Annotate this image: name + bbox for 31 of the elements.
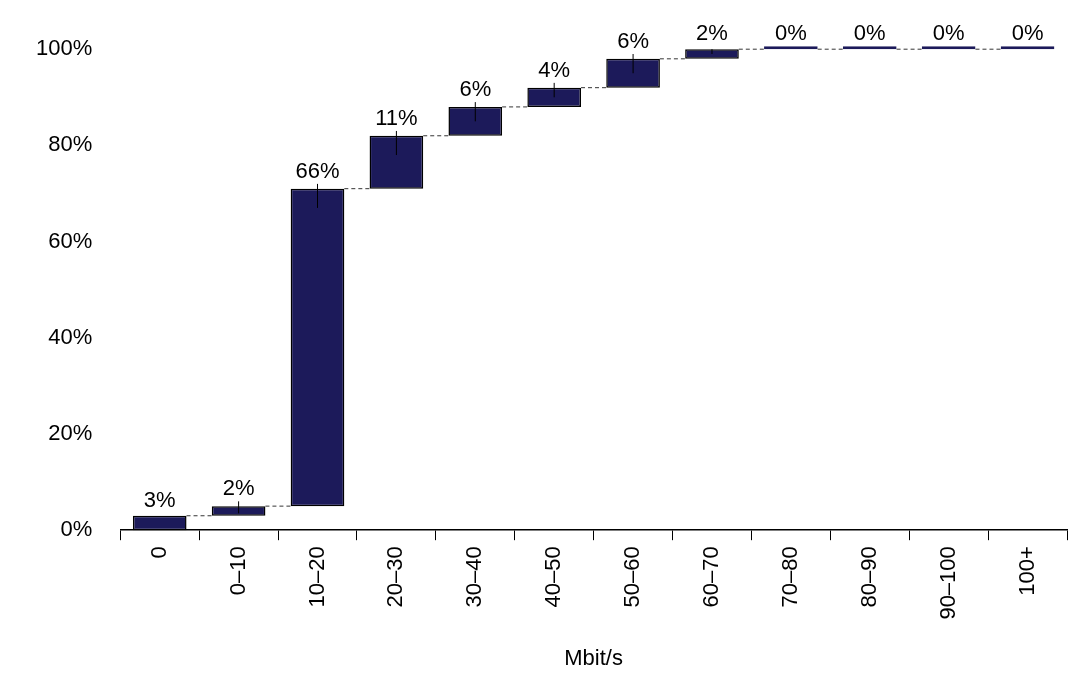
x-tick-label: 50–60 xyxy=(619,546,645,608)
data-label: 0% xyxy=(1011,20,1044,46)
x-tick-label: 0–10 xyxy=(224,546,250,596)
x-axis-title: Mbit/s xyxy=(564,644,623,670)
data-label: 3% xyxy=(143,486,176,512)
x-tick-label: 40–50 xyxy=(540,546,566,608)
y-tick-label: 80% xyxy=(48,131,93,157)
data-label: 2% xyxy=(222,475,255,501)
y-tick-label: 0% xyxy=(60,516,93,542)
data-label: 66% xyxy=(295,157,340,183)
x-tick-label: 80–90 xyxy=(855,546,881,608)
data-label: 0% xyxy=(853,20,886,46)
x-tick-label: 60–70 xyxy=(698,546,724,608)
x-tick-label: 90–100 xyxy=(934,546,960,620)
x-tick-label: 30–40 xyxy=(461,546,487,608)
x-tick-label: 100+ xyxy=(1013,546,1039,596)
x-tick-label: 10–20 xyxy=(303,546,329,608)
data-label: 4% xyxy=(538,56,571,82)
data-label: 6% xyxy=(617,28,649,54)
x-tick-label: 0 xyxy=(145,546,171,559)
data-label: 0% xyxy=(774,20,807,46)
x-tick-label: 70–80 xyxy=(776,546,802,608)
data-label: 0% xyxy=(932,20,965,46)
y-tick-label: 20% xyxy=(48,420,93,446)
y-tick-label: 100% xyxy=(35,35,93,61)
data-label: 6% xyxy=(459,76,492,102)
data-label: 2% xyxy=(696,20,728,46)
y-tick-label: 60% xyxy=(48,227,93,253)
y-tick-label: 40% xyxy=(48,323,93,349)
data-label: 11% xyxy=(375,105,418,131)
x-tick-label: 20–30 xyxy=(382,546,408,608)
